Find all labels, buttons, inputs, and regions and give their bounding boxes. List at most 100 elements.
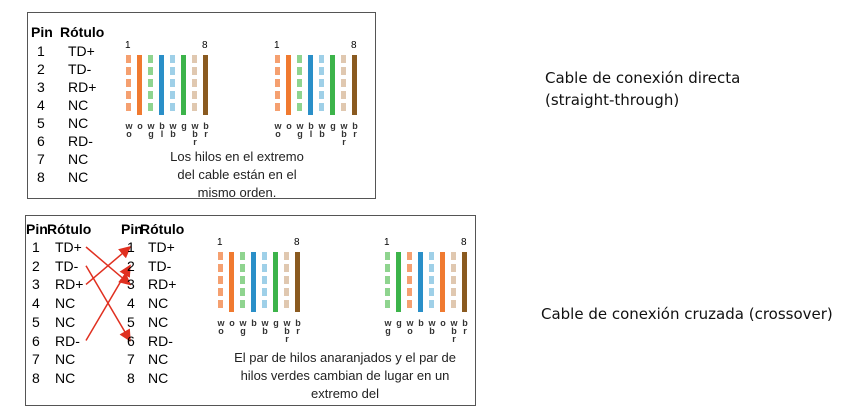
pin-label: RD- xyxy=(55,332,80,349)
wire-label: g xyxy=(328,121,338,129)
wire-label: b xyxy=(416,318,426,326)
wire xyxy=(284,252,289,312)
pin-number: 3 xyxy=(127,276,135,293)
pin-end: 8 xyxy=(461,237,467,248)
wire-label: wo xyxy=(273,121,283,137)
wire xyxy=(429,252,434,312)
wire-label: wbr xyxy=(449,318,459,342)
pin-label: RD- xyxy=(148,332,173,349)
wire-label: wo xyxy=(124,121,134,137)
pin-label: TD+ xyxy=(55,239,82,255)
pin-start: 1 xyxy=(274,40,280,51)
wire xyxy=(330,55,335,115)
pin-number: 4 xyxy=(32,295,40,312)
pin-label: TD- xyxy=(55,257,79,274)
pin-number: 6 xyxy=(127,332,135,349)
cross-arrow xyxy=(85,264,131,341)
pin-number: 5 xyxy=(32,313,40,330)
pin-label: NC xyxy=(148,369,169,386)
wire xyxy=(251,252,256,312)
pin-number: 8 xyxy=(37,169,45,185)
wire xyxy=(126,55,131,115)
caption-line: del cable están en el xyxy=(177,167,297,182)
wire xyxy=(218,252,223,312)
header-pin: Pin xyxy=(31,24,53,40)
pin-label: TD- xyxy=(68,61,92,77)
wire xyxy=(308,55,313,115)
wire-label: wo xyxy=(216,318,226,334)
pin-label: NC xyxy=(68,97,89,113)
wire xyxy=(275,55,280,115)
wire xyxy=(295,252,300,312)
wire xyxy=(262,252,267,312)
wire-label: wbr xyxy=(282,318,292,342)
header-pin: Pin xyxy=(26,221,48,237)
pin-number: 7 xyxy=(32,351,40,368)
caption-line: El par de hilos anaranjados y el par de xyxy=(234,350,456,365)
wire-label: wg xyxy=(383,318,393,334)
crossover-panel xyxy=(25,215,476,406)
pin-label: NC xyxy=(68,151,89,167)
wire-label: bl xyxy=(306,121,316,137)
wire xyxy=(148,55,153,115)
pin-number: 7 xyxy=(37,151,45,167)
wire xyxy=(159,55,164,115)
caption-line: extremo del xyxy=(311,386,379,401)
pin-label: RD+ xyxy=(55,276,84,293)
wire xyxy=(341,55,346,115)
wire xyxy=(240,252,245,312)
wire xyxy=(170,55,175,115)
pin-number: 7 xyxy=(127,351,135,368)
pin-number: 4 xyxy=(127,295,135,312)
wire xyxy=(440,252,445,312)
wire-label: bl xyxy=(157,121,167,137)
pin-number: 3 xyxy=(32,276,40,293)
wire xyxy=(385,252,390,312)
pin-label: NC xyxy=(55,351,76,368)
pin-label: TD+ xyxy=(148,239,175,255)
caption-line: Los hilos en el extremo xyxy=(170,149,304,164)
pin-start: 1 xyxy=(217,237,223,248)
pin-number: 8 xyxy=(127,369,135,386)
pin-number: 5 xyxy=(127,313,135,330)
wire xyxy=(418,252,423,312)
pin-number: 1 xyxy=(32,239,40,255)
pin-label: NC xyxy=(68,115,89,131)
header-label: Rótulo xyxy=(47,221,92,237)
wire xyxy=(137,55,142,115)
wire xyxy=(319,55,324,115)
pin-label: NC xyxy=(55,369,76,386)
wire xyxy=(352,55,357,115)
pin-number: 3 xyxy=(37,79,45,95)
wire-label: g xyxy=(179,121,189,129)
wire-label: o xyxy=(227,318,237,326)
pin-label: RD+ xyxy=(148,276,177,293)
wire xyxy=(181,55,186,115)
pin-number: 2 xyxy=(32,257,40,274)
wire-label: o xyxy=(135,121,145,129)
wire-label: wbr xyxy=(339,121,349,145)
pin-number: 2 xyxy=(127,257,135,274)
pin-number: 8 xyxy=(32,369,40,386)
pin-label: NC xyxy=(148,295,169,312)
pin-number: 6 xyxy=(37,133,45,149)
wire-label: wbr xyxy=(190,121,200,145)
pin-number: 2 xyxy=(37,61,45,77)
pin-label: NC xyxy=(55,295,76,312)
wire xyxy=(462,252,467,312)
wire-label: g xyxy=(271,318,281,326)
wire-label: wb xyxy=(317,121,327,137)
pin-number: 1 xyxy=(37,43,45,59)
side-label: Cable de conexión directa xyxy=(545,69,741,87)
pin-label: RD+ xyxy=(68,79,97,95)
cross-arrow xyxy=(85,246,132,285)
wire-label: br xyxy=(460,318,470,334)
wire-label: o xyxy=(438,318,448,326)
wire-label: o xyxy=(284,121,294,129)
wire-label: wo xyxy=(405,318,415,334)
wire-label: wb xyxy=(168,121,178,137)
caption-line: hilos verdes cambian de lugar en un xyxy=(240,368,450,383)
header-label: Rótulo xyxy=(140,221,185,237)
